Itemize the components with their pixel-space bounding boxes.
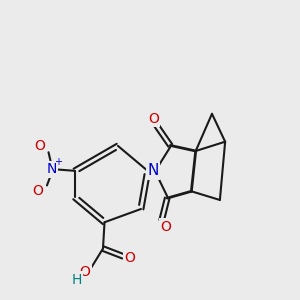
Text: O: O xyxy=(124,251,135,265)
Text: O: O xyxy=(32,184,43,198)
Text: O: O xyxy=(34,139,45,153)
Text: H: H xyxy=(71,273,82,286)
Text: N: N xyxy=(148,163,159,178)
Text: N: N xyxy=(46,162,57,176)
Text: O: O xyxy=(80,265,90,279)
Text: O: O xyxy=(160,220,171,234)
Text: O: O xyxy=(148,112,159,126)
Text: +: + xyxy=(54,158,62,167)
